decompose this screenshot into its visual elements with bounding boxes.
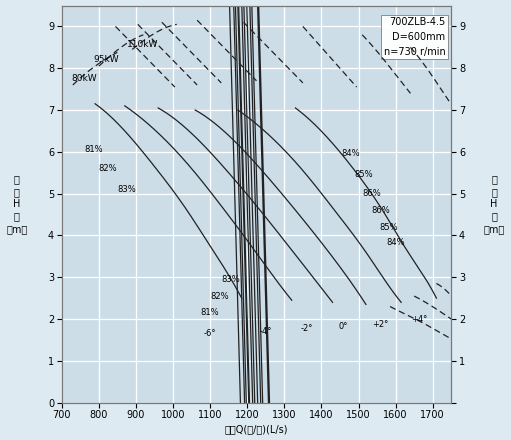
Text: 扬
程
H
米
（m）: 扬 程 H 米 （m） xyxy=(483,174,505,234)
Text: -6°: -6° xyxy=(204,330,216,338)
Text: 83%: 83% xyxy=(221,275,240,284)
Text: 扬
程
H
米
（m）: 扬 程 H 米 （m） xyxy=(6,174,28,234)
Text: 700ZLB-4.5
D=600mm
n=730 r/min: 700ZLB-4.5 D=600mm n=730 r/min xyxy=(384,18,446,57)
X-axis label: 流量Q(升/秒)(L/s): 流量Q(升/秒)(L/s) xyxy=(225,425,288,434)
Text: +2°: +2° xyxy=(373,320,389,329)
Text: 83%: 83% xyxy=(118,185,136,194)
Text: -4°: -4° xyxy=(260,326,272,336)
Text: 85%: 85% xyxy=(355,170,374,180)
Text: 95kW: 95kW xyxy=(93,55,119,64)
Text: 81%: 81% xyxy=(201,308,219,317)
Text: +4°: +4° xyxy=(411,315,428,324)
Text: 82%: 82% xyxy=(99,164,118,173)
Text: 84%: 84% xyxy=(386,238,405,247)
Text: 80kW: 80kW xyxy=(71,74,97,83)
Text: 86%: 86% xyxy=(371,206,390,215)
Text: -2°: -2° xyxy=(300,324,313,333)
Text: 82%: 82% xyxy=(210,292,229,301)
Text: 86%: 86% xyxy=(362,189,381,198)
Text: 81%: 81% xyxy=(84,145,103,154)
Text: 84%: 84% xyxy=(342,150,360,158)
Text: 0°: 0° xyxy=(339,323,349,331)
Text: 85%: 85% xyxy=(379,223,398,231)
Text: 110kW: 110kW xyxy=(127,40,158,49)
